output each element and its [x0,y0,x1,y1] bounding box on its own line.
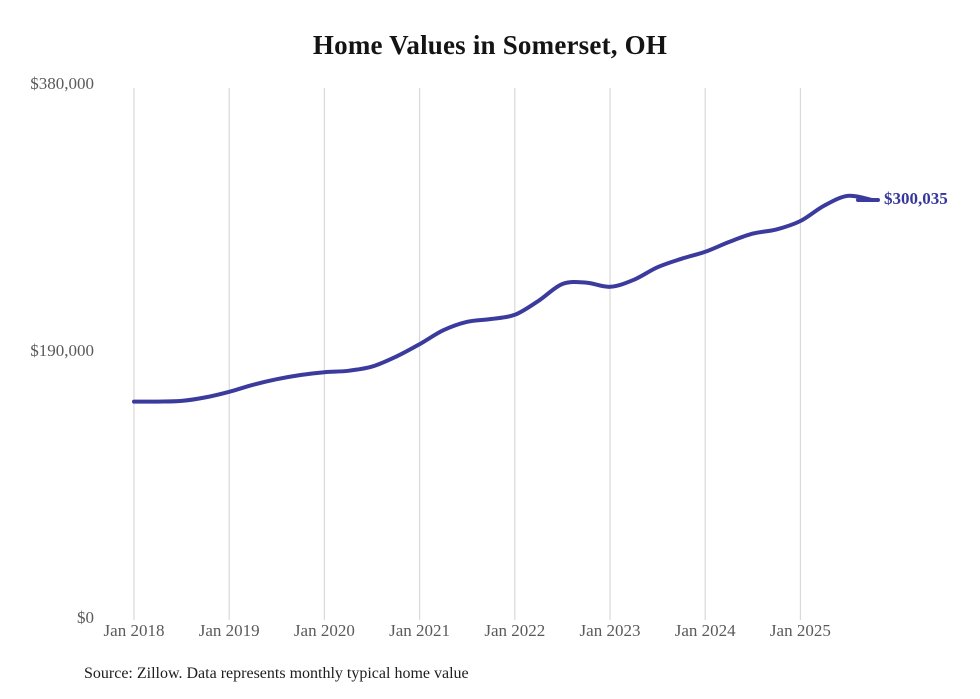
x-axis-tick-label: Jan 2019 [198,621,260,640]
x-axis-tick-label: Jan 2024 [674,621,736,640]
x-axis-tick-label: Jan 2022 [484,621,546,640]
y-axis-tick-middle: $190,000 [30,341,94,360]
page-title: Home Values in Somerset, OH [312,30,668,60]
x-axis-tick-label: Jan 2020 [293,621,355,640]
y-axis-tick-bottom: $0 [77,608,94,627]
x-axis-tick-label: Jan 2025 [769,621,831,640]
y-axis-tick-top: $380,000 [30,74,94,93]
x-axis-tick-label: Jan 2023 [579,621,641,640]
end-point-value-label: $300,035 [884,188,948,208]
x-axis-tick-label: Jan 2018 [103,621,165,640]
x-axis-tick-label: Jan 2021 [389,621,451,640]
home-value-line [132,193,874,404]
source-note: Source: Zillow. Data represents monthly … [84,665,469,682]
gridlines [133,88,802,620]
